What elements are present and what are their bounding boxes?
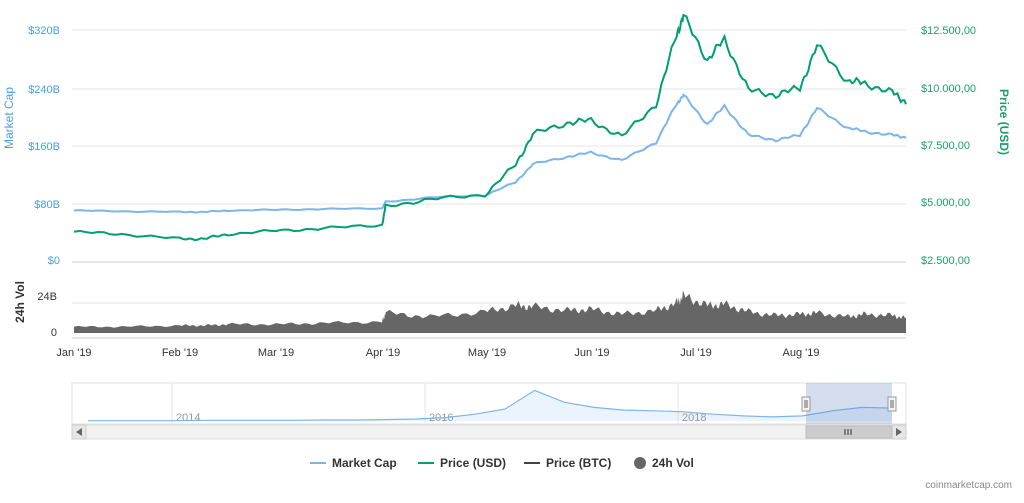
y-left-tick: $80B [34, 199, 60, 211]
volume-series [74, 290, 906, 333]
volume-axis: 24B 0 24h Vol [13, 281, 57, 339]
volume-tick: 24B [37, 291, 57, 303]
scrollbar[interactable] [71, 424, 907, 440]
navigator-year-label: 2014 [176, 412, 200, 424]
navigator[interactable]: 2014 2016 2018 [71, 382, 907, 425]
navigator-right-handle[interactable] [887, 396, 897, 412]
x-tick: Apr '19 [366, 347, 401, 359]
y-right-title: Price (USD) [997, 89, 1011, 155]
legend-label: Market Cap [332, 456, 397, 470]
credit-link[interactable]: coinmarketcap.com [925, 480, 1012, 491]
x-tick: Jul '19 [680, 347, 711, 359]
y-right-axis: $12.500,00 $10.000,00 $7.500,00 $5.000,0… [921, 25, 1011, 267]
y-left-tick: $320B [28, 25, 60, 37]
x-tick: Jan '19 [56, 347, 91, 359]
legend-label: Price (USD) [440, 456, 506, 470]
navigator-year-label: 2018 [682, 412, 706, 424]
arrow-left-icon [76, 428, 82, 436]
legend-label: 24h Vol [652, 456, 694, 470]
y-left-tick: $0 [48, 255, 60, 267]
arrow-right-icon [896, 428, 902, 436]
legend-item-price-btc[interactable]: Price (BTC) [524, 456, 611, 470]
y-left-tick: $160B [28, 141, 60, 153]
y-right-tick: $12.500,00 [921, 25, 976, 37]
volume-title: 24h Vol [13, 281, 27, 323]
x-tick: Feb '19 [162, 347, 198, 359]
y-left-title: Market Cap [2, 87, 16, 149]
y-left-axis: $320B $240B $160B $80B $0 Market Cap [2, 25, 60, 267]
volume-tick: 0 [51, 327, 57, 339]
legend-label: Price (BTC) [546, 456, 611, 470]
y-right-tick: $7.500,00 [921, 140, 970, 152]
legend: Market Cap Price (USD) Price (BTC) 24h V… [310, 456, 694, 470]
navigator-area [88, 390, 892, 421]
price-usd-line [73, 13, 907, 242]
y-left-tick: $240B [28, 84, 60, 96]
scrollbar-track[interactable] [71, 424, 907, 440]
navigator-selection[interactable] [806, 383, 892, 424]
volume-dot-icon [634, 457, 646, 469]
navigator-series [88, 389, 893, 422]
line-series [73, 13, 907, 242]
legend-item-price-usd[interactable]: Price (USD) [418, 456, 506, 470]
x-tick: May '19 [468, 347, 506, 359]
y-right-tick: $2.500,00 [921, 255, 970, 267]
y-right-tick: $10.000,00 [921, 83, 976, 95]
volume-area [74, 290, 906, 333]
navigator-left-handle[interactable] [801, 396, 811, 412]
market-cap-line [73, 93, 907, 214]
x-tick: Aug '19 [783, 347, 820, 359]
y-right-tick: $5.000,00 [921, 197, 970, 209]
legend-item-24h-vol[interactable]: 24h Vol [634, 456, 694, 470]
x-tick: Jun '19 [574, 347, 609, 359]
legend-item-market-cap[interactable]: Market Cap [310, 456, 397, 470]
scrollbar-thumb[interactable] [805, 425, 893, 439]
x-tick: Mar '19 [258, 347, 294, 359]
x-axis: Jan '19 Feb '19 Mar '19 Apr '19 May '19 … [56, 347, 819, 359]
grid [72, 29, 906, 339]
navigator-line [88, 389, 893, 422]
